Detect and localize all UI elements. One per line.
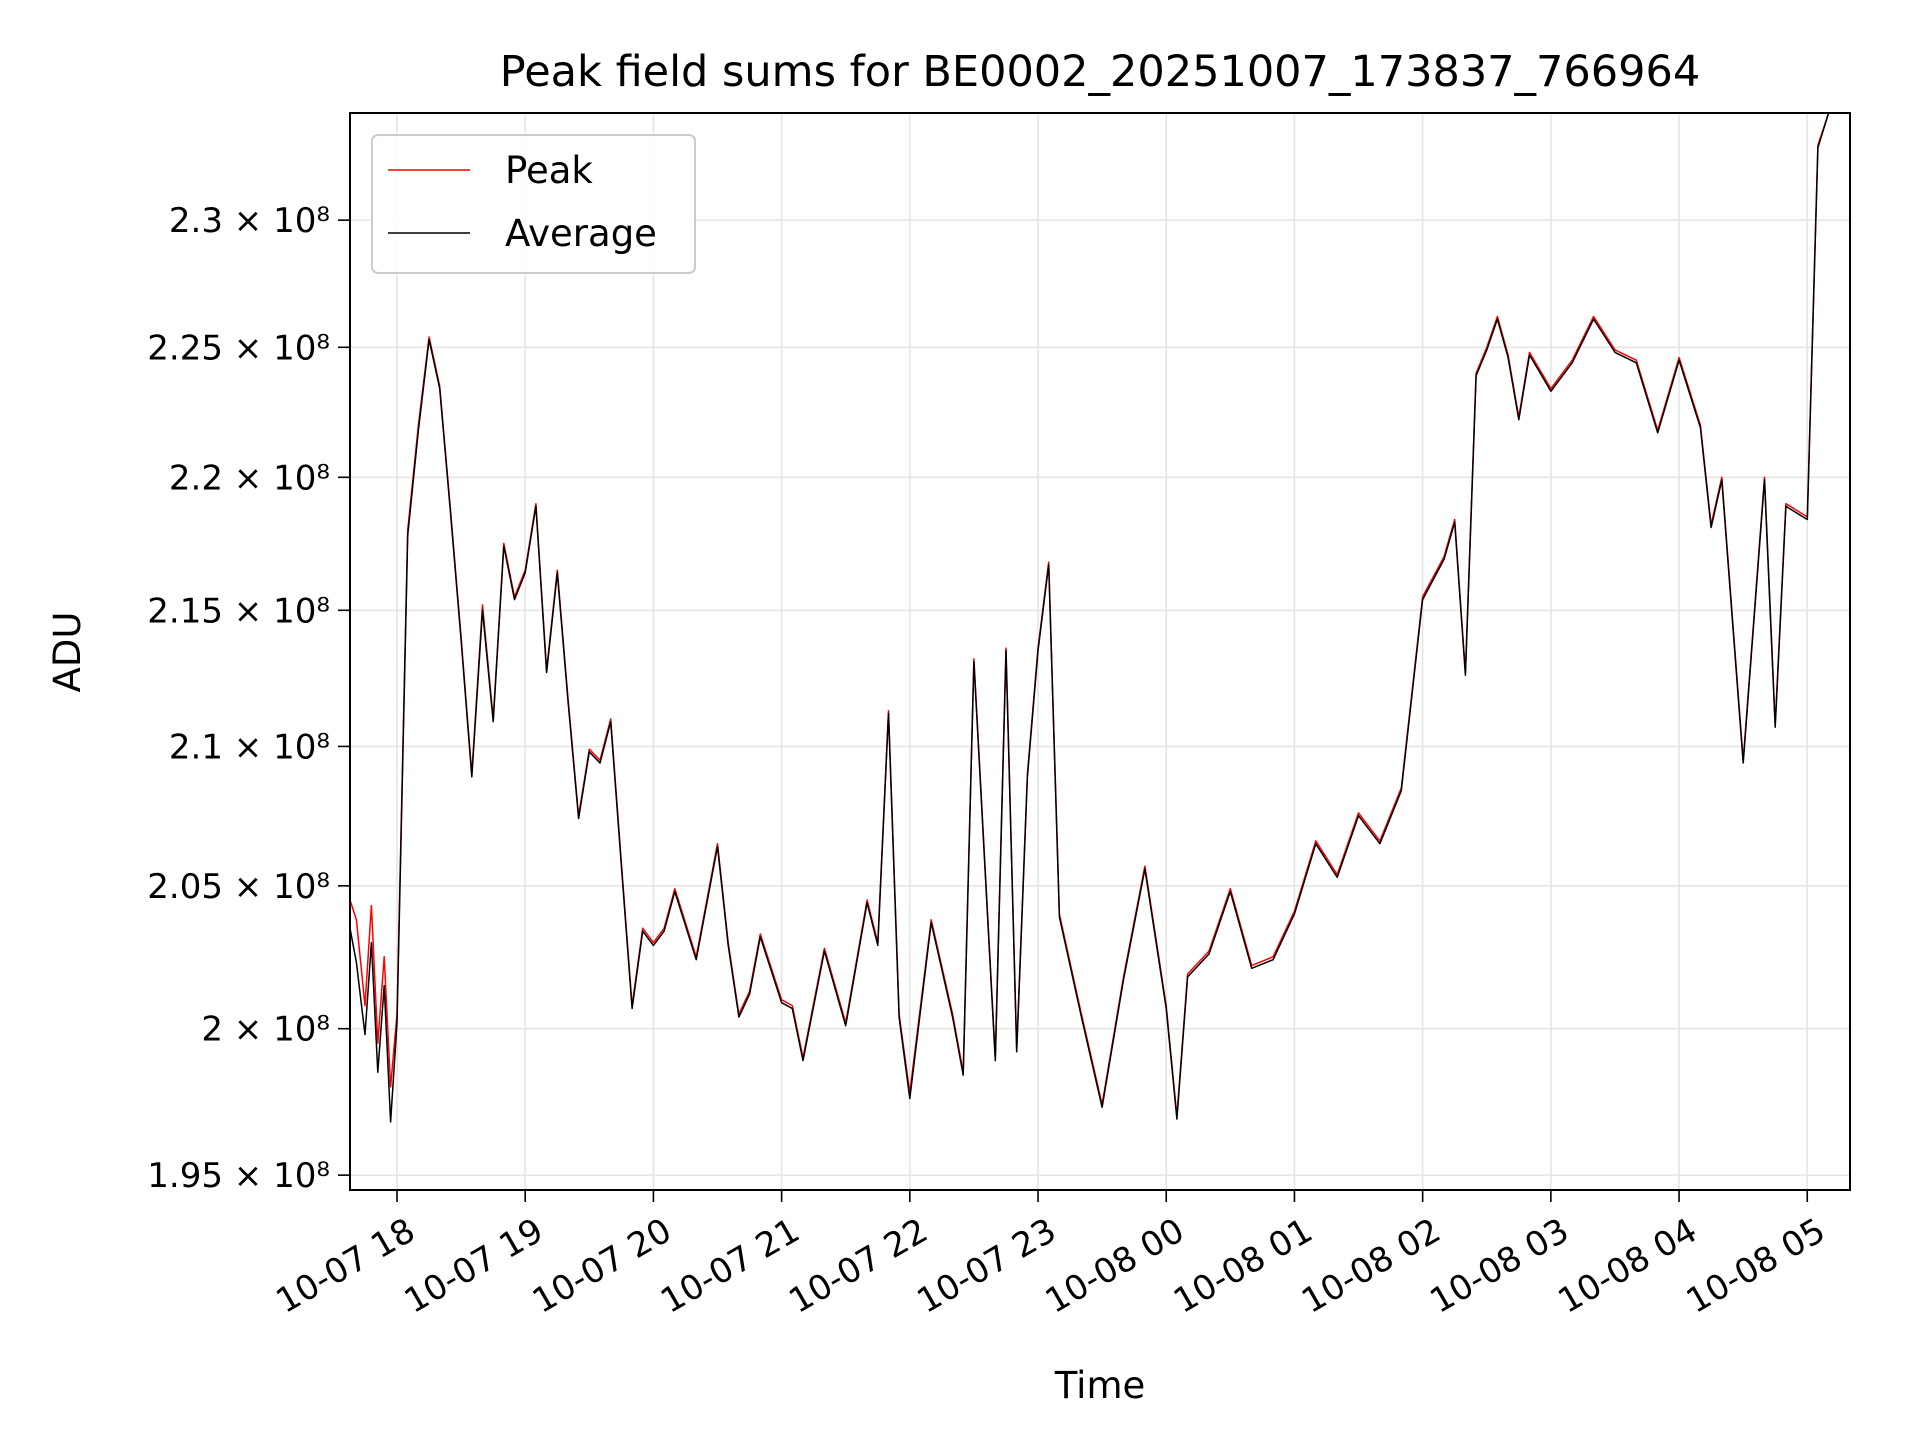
legend-label-average: Average: [505, 212, 657, 255]
y-tick-label: 2.2 × 10⁸: [169, 458, 330, 498]
y-tick-label: 2.3 × 10⁸: [169, 201, 330, 241]
y-tick-label: 2.15 × 10⁸: [147, 591, 330, 631]
y-axis: 1.95 × 10⁸ 2 × 10⁸ 2.05 × 10⁸ 2.1 × 10⁸ 2.15…: [147, 201, 350, 1196]
legend: Peak Average: [371, 134, 696, 274]
y-tick-label: 2.1 × 10⁸: [169, 727, 330, 767]
y-axis-label: ADU: [46, 612, 89, 693]
y-tick-label: 2.05 × 10⁸: [147, 867, 330, 907]
x-axis-label: Time: [1054, 1364, 1146, 1407]
series-layer: [349, 112, 1850, 1123]
legend-label-peak: Peak: [505, 149, 593, 192]
plot-frame: [349, 112, 1851, 1191]
grid: [350, 113, 1850, 1190]
y-tick-label: 2 × 10⁸: [201, 1010, 330, 1050]
y-tick-label: 2.25 × 10⁸: [147, 328, 330, 368]
chart-title: Peak field sums for BE0002_20251007_1738…: [500, 47, 1700, 97]
series-line-average: [349, 112, 1850, 1123]
y-tick-label: 1.95 × 10⁸: [147, 1156, 330, 1196]
